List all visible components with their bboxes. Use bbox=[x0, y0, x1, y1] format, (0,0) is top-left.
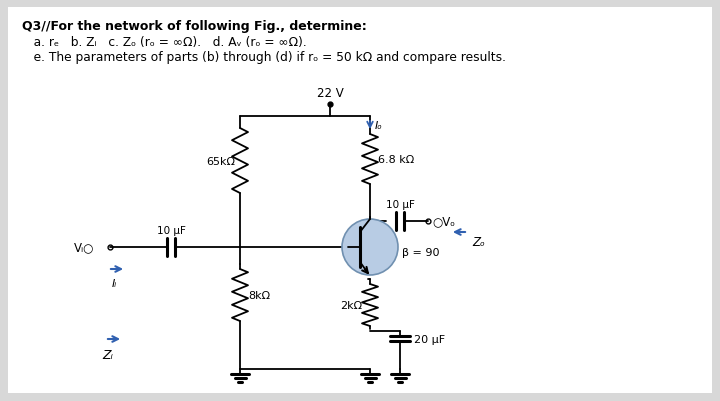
Text: 65kΩ: 65kΩ bbox=[206, 157, 235, 166]
Text: 20 μF: 20 μF bbox=[414, 334, 445, 344]
Text: Iₒ: Iₒ bbox=[375, 121, 383, 131]
Circle shape bbox=[342, 219, 398, 275]
Text: Zᵢ: Zᵢ bbox=[102, 348, 113, 362]
Text: 22 V: 22 V bbox=[317, 87, 343, 100]
Text: e. The parameters of parts (b) through (d) if rₒ = 50 kΩ and compare results.: e. The parameters of parts (b) through (… bbox=[22, 51, 506, 64]
Text: a. rₑ   b. Zᵢ   c. Zₒ (rₒ = ∞Ω).   d. Aᵥ (rₒ = ∞Ω).: a. rₑ b. Zᵢ c. Zₒ (rₒ = ∞Ω). d. Aᵥ (rₒ =… bbox=[22, 36, 307, 49]
Text: Zₒ: Zₒ bbox=[472, 236, 485, 249]
Text: 10 μF: 10 μF bbox=[157, 225, 186, 235]
Text: β = 90: β = 90 bbox=[402, 247, 439, 257]
Text: Vᵢ○: Vᵢ○ bbox=[74, 241, 94, 254]
FancyBboxPatch shape bbox=[8, 8, 712, 393]
Text: 10 μF: 10 μF bbox=[386, 200, 415, 209]
Text: 2kΩ: 2kΩ bbox=[340, 300, 362, 310]
Text: ○Vₒ: ○Vₒ bbox=[432, 215, 455, 228]
Text: Q3//For the network of following Fig., determine:: Q3//For the network of following Fig., d… bbox=[22, 20, 366, 33]
Text: 6.8 kΩ: 6.8 kΩ bbox=[378, 155, 414, 164]
Text: Iᵢ: Iᵢ bbox=[112, 278, 117, 288]
Text: 8kΩ: 8kΩ bbox=[248, 290, 270, 300]
